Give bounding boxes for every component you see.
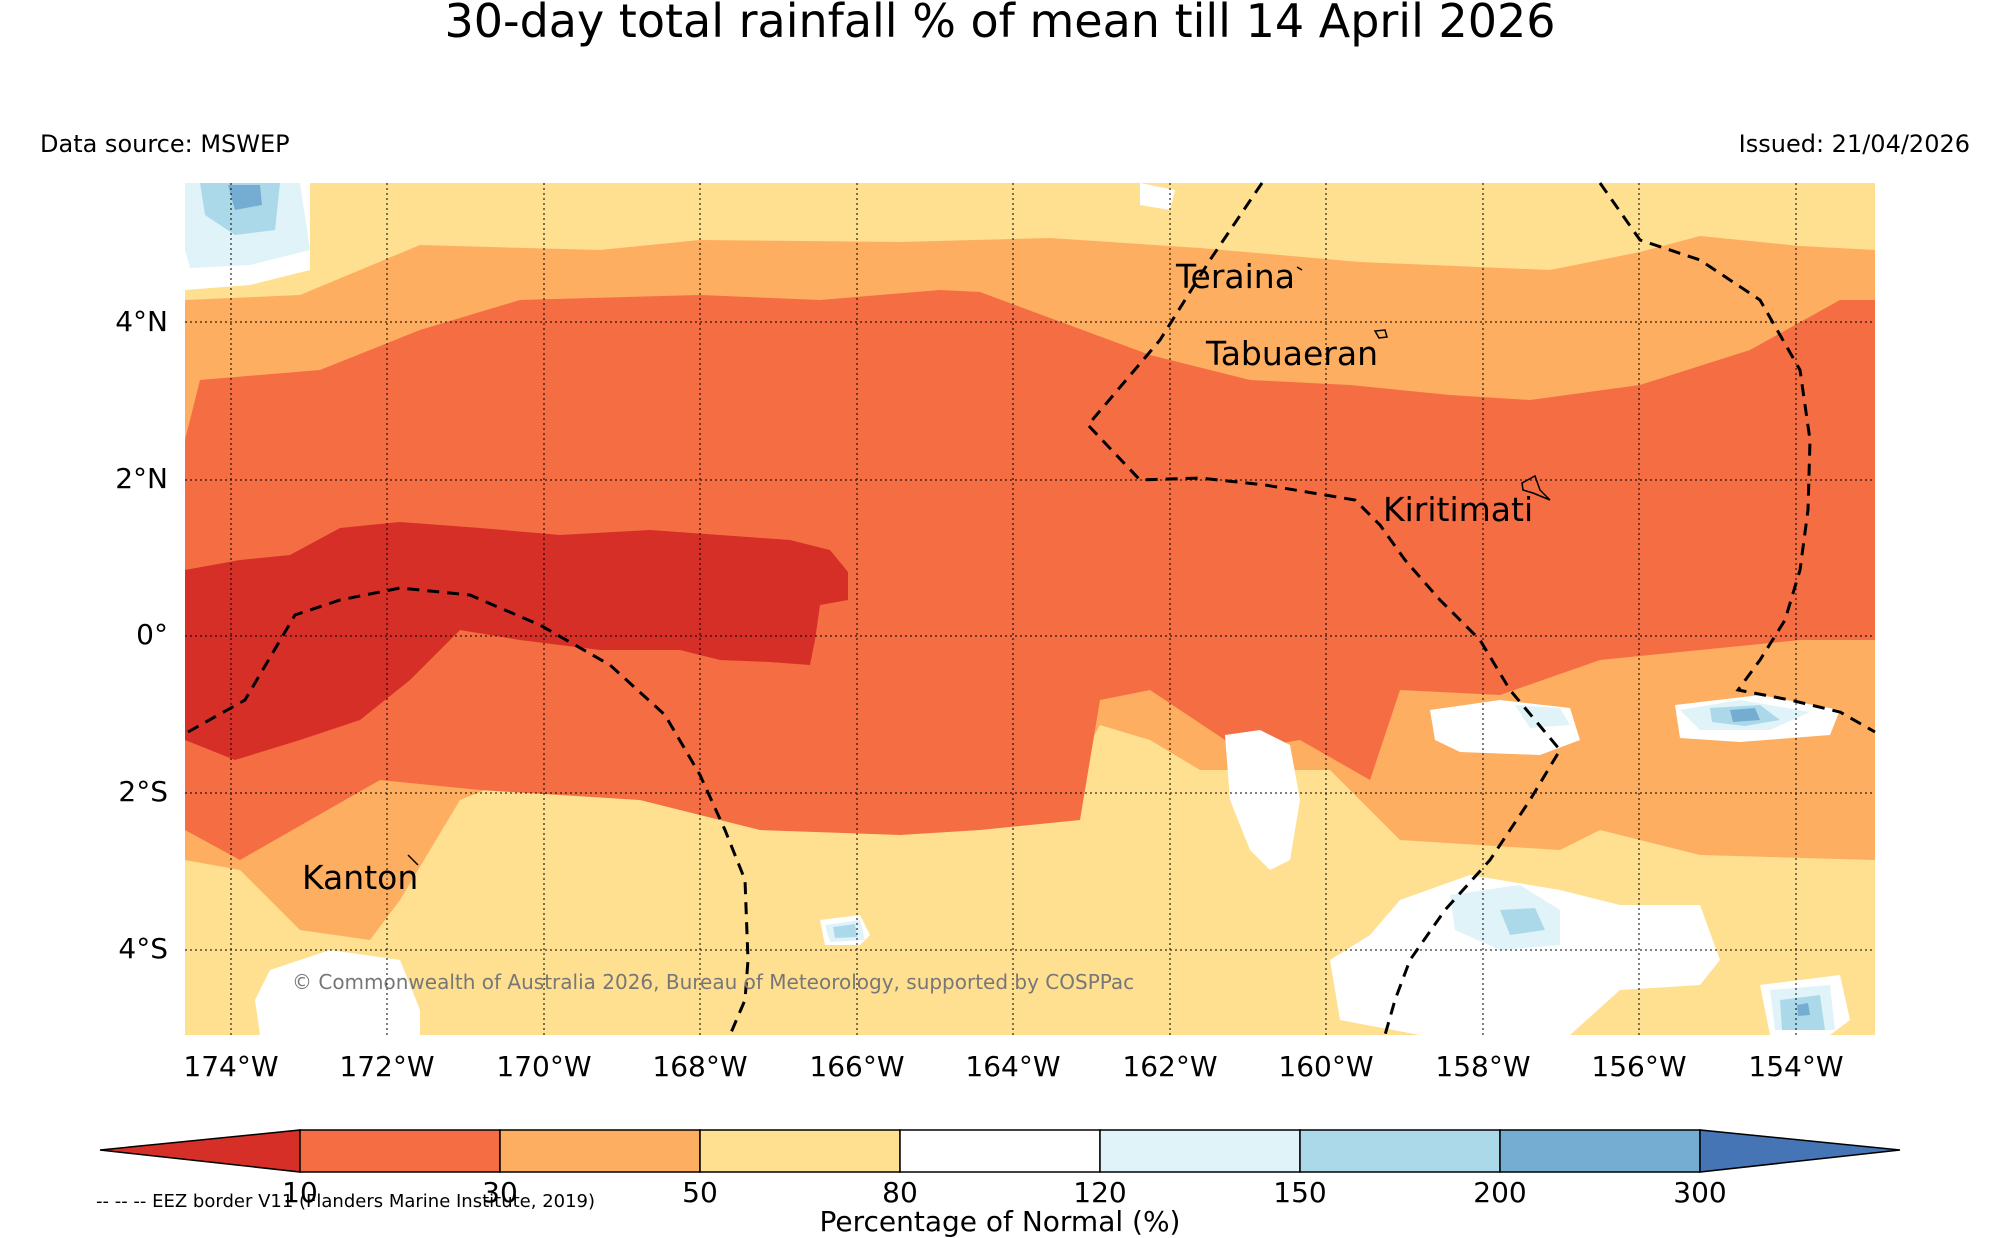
lat-label-4n: 4°N (115, 305, 168, 338)
colorbar-segment-120-150 (1099, 1129, 1301, 1173)
lon-label-154w: 154°W (1748, 1050, 1844, 1083)
rainfall-below-10-zone (185, 522, 848, 760)
data-source-label: Data source: MSWEP (40, 130, 290, 158)
lon-label-158w: 158°W (1435, 1050, 1531, 1083)
colorbar-segment-150-200 (1299, 1129, 1501, 1173)
colorbar-tick-120: 120 (1073, 1176, 1127, 1209)
colorbar (99, 1129, 1901, 1173)
place-kiritimati: Kiritimati (1383, 490, 1534, 529)
colorbar-segment-below-10 (99, 1129, 301, 1173)
eez-borders (187, 182, 1876, 1036)
colorbar-tick-80: 80 (882, 1176, 918, 1209)
lat-label-equator: 0° (136, 618, 168, 651)
place-tabuaeran: Tabuaeran (1206, 334, 1379, 373)
lon-label-162w: 162°W (1122, 1050, 1218, 1083)
place-kanton: Kanton (302, 858, 419, 897)
colorbar-segment-200-300 (1499, 1129, 1701, 1173)
colorbar-segment-30-50 (499, 1129, 701, 1173)
copyright-notice: © Commonwealth of Australia 2026, Bureau… (292, 970, 1135, 994)
place-teraina: Teraina (1176, 257, 1295, 296)
colorbar-segment-80-120 (899, 1129, 1101, 1173)
colorbar-tick-10: 10 (282, 1176, 318, 1209)
lat-label-2s: 2°S (118, 775, 168, 808)
rainfall-10-30-zone (185, 290, 1875, 860)
colorbar-tick-300: 300 (1673, 1176, 1727, 1209)
eez-legend-note: -- -- -- EEZ border V11 (Flanders Marine… (96, 1191, 596, 1212)
lon-label-156w: 156°W (1591, 1050, 1687, 1083)
issued-date-label: Issued: 21/04/2026 (1738, 130, 1970, 158)
colorbar-segment-50-80 (699, 1129, 901, 1173)
map-title: 30-day total rainfall % of mean till 14 … (444, 0, 1556, 48)
rainfall-200-300-zone (228, 185, 262, 210)
lon-label-160w: 160°W (1278, 1050, 1374, 1083)
colorbar-segment-10-30 (299, 1129, 501, 1173)
lon-label-164w: 164°W (965, 1050, 1061, 1083)
graticule (185, 183, 1875, 1035)
lat-label-4s: 4°S (118, 932, 168, 965)
island-outlines (407, 266, 1551, 866)
colorbar-tick-50: 50 (682, 1176, 718, 1209)
colorbar-tick-200: 200 (1473, 1176, 1527, 1209)
lon-label-174w: 174°W (183, 1050, 279, 1083)
lon-label-166w: 166°W (809, 1050, 905, 1083)
colorbar-segment-above-300 (1699, 1129, 1901, 1173)
colorbar-tick-150: 150 (1273, 1176, 1327, 1209)
lon-label-170w: 170°W (496, 1050, 592, 1083)
lon-label-168w: 168°W (652, 1050, 748, 1083)
lat-label-2n: 2°N (115, 462, 168, 495)
colorbar-tick-30: 30 (482, 1176, 518, 1209)
lon-label-172w: 172°W (339, 1050, 435, 1083)
